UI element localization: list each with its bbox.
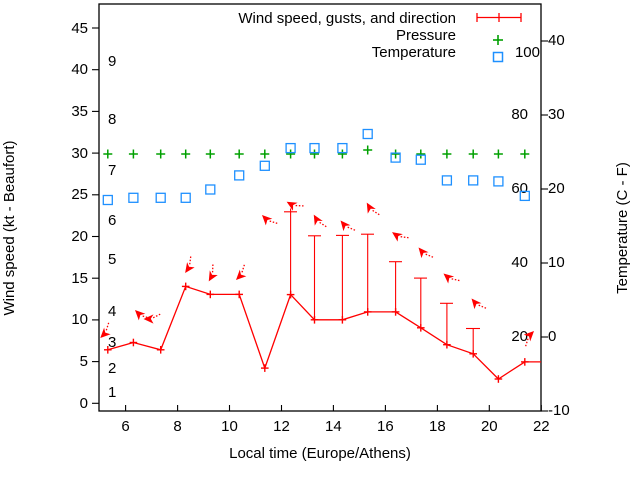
svg-text:15: 15 [71,270,88,287]
svg-text:12: 12 [273,418,290,435]
svg-text:Local time (Europe/Athens): Local time (Europe/Athens) [229,445,411,462]
svg-text:30: 30 [71,145,88,162]
svg-text:6: 6 [121,418,129,435]
svg-text:18: 18 [429,418,446,435]
svg-text:20: 20 [71,228,88,245]
svg-text:10: 10 [548,254,565,271]
svg-text:5: 5 [80,353,88,370]
svg-text:40: 40 [511,254,528,271]
svg-text:30: 30 [548,106,565,123]
svg-text:7: 7 [108,162,116,179]
svg-text:9: 9 [108,53,116,70]
svg-text:45: 45 [71,20,88,37]
svg-text:35: 35 [71,103,88,120]
svg-text:10: 10 [221,418,238,435]
svg-text:8: 8 [173,418,181,435]
svg-text:-10: -10 [548,402,570,419]
svg-text:6: 6 [108,212,116,229]
svg-text:22: 22 [533,418,550,435]
svg-text:40: 40 [548,32,565,49]
svg-text:14: 14 [325,418,342,435]
svg-text:5: 5 [108,251,116,268]
svg-text:20: 20 [511,328,528,345]
svg-text:1: 1 [108,384,116,401]
svg-text:0: 0 [548,328,556,345]
svg-text:20: 20 [548,180,565,197]
svg-text:80: 80 [511,106,528,123]
svg-text:Temperature: Temperature [372,44,456,61]
svg-text:0: 0 [80,395,88,412]
svg-text:8: 8 [108,111,116,128]
svg-text:Wind speed, gusts, and directi: Wind speed, gusts, and direction [238,10,456,27]
svg-text:25: 25 [71,186,88,203]
svg-text:10: 10 [71,311,88,328]
svg-text:Temperature (C - F): Temperature (C - F) [614,162,631,294]
svg-text:Pressure: Pressure [396,27,456,44]
svg-text:4: 4 [108,303,116,320]
svg-text:100: 100 [515,44,540,61]
svg-text:Wind speed (kt - Beaufort): Wind speed (kt - Beaufort) [1,140,18,315]
svg-text:16: 16 [377,418,394,435]
svg-text:2: 2 [108,360,116,377]
svg-text:40: 40 [71,61,88,78]
svg-text:20: 20 [481,418,498,435]
